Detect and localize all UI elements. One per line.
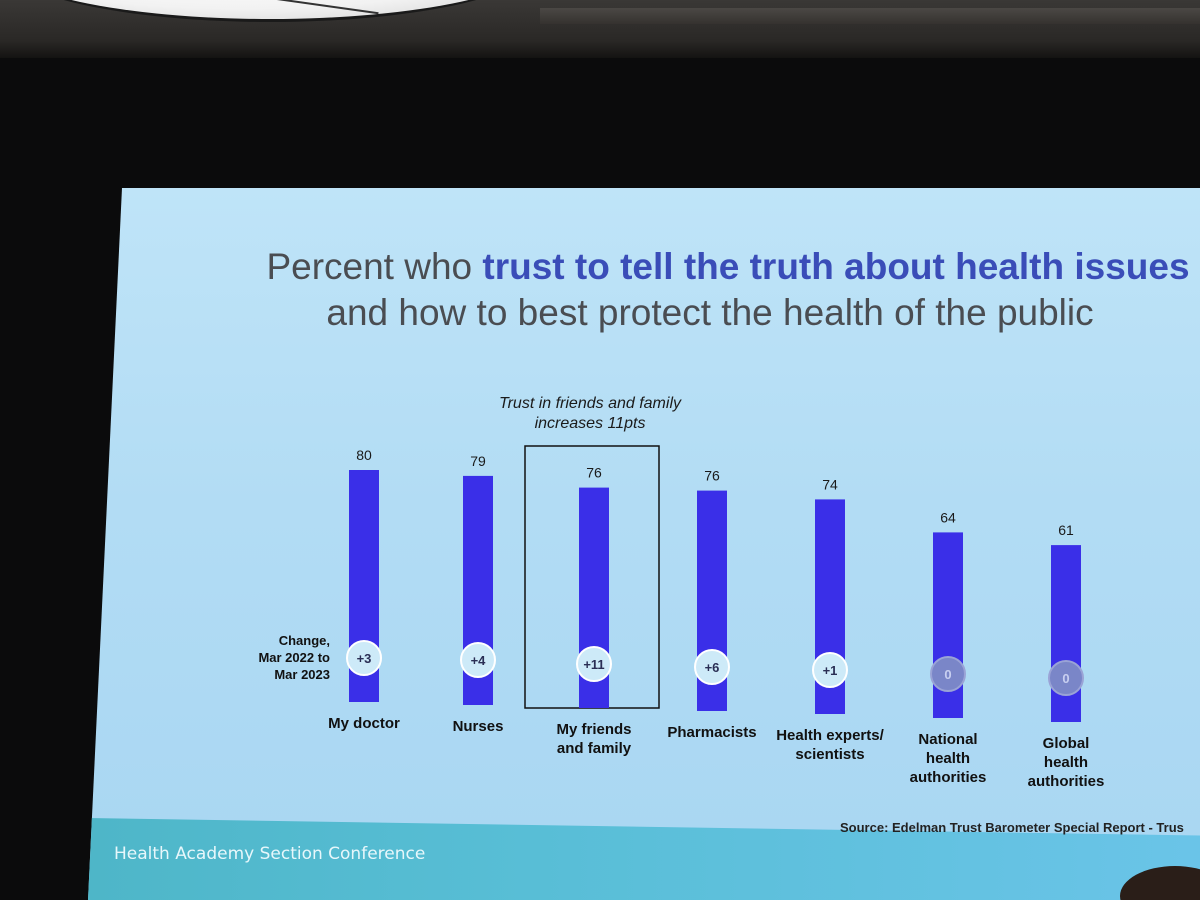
change-label-line-3: Mar 2023 [274, 667, 330, 682]
value-label-6: 61 [1058, 522, 1074, 538]
category-label-6-2: authorities [1028, 773, 1105, 790]
category-label-2-1: and family [557, 740, 632, 757]
change-badge-0 [346, 640, 382, 676]
ceiling [0, 0, 1200, 58]
change-label: Change, Mar 2022 to Mar 2023 [238, 632, 330, 683]
category-label-6-0: Global [1043, 735, 1090, 752]
category-label-4-1: scientists [795, 746, 864, 763]
source-note: Source: Edelman Trust Barometer Special … [840, 820, 1184, 835]
change-badge-2 [576, 646, 612, 682]
value-label-2: 76 [586, 465, 602, 481]
category-label-2-0: My friends [556, 721, 631, 738]
bar-chart: 80 +3 My doctor 79 +4 Nurses 76 +11 My friends an… [328, 445, 1104, 790]
change-value-3: +6 [705, 660, 720, 675]
value-label-3: 76 [704, 468, 720, 484]
value-label-5: 64 [940, 509, 956, 525]
value-label-0: 80 [356, 447, 372, 463]
change-value-1: +4 [471, 653, 487, 668]
category-label-5-0: National [918, 731, 977, 748]
change-badge-6 [1048, 660, 1084, 696]
change-label-line-2: Mar 2022 to [258, 650, 330, 665]
chart-annotation: Trust in friends and family increases 11… [480, 394, 700, 434]
change-value-2: +11 [583, 657, 604, 672]
ceiling-rail [540, 8, 1200, 24]
value-label-4: 74 [822, 476, 838, 492]
title-prefix: Percent who [266, 246, 483, 287]
change-label-line-1: Change, [278, 633, 330, 648]
category-label-0-0: My doctor [328, 715, 400, 732]
ceiling-light [0, 0, 540, 22]
change-badge-3 [694, 649, 730, 685]
slide-title: Percent who trust to tell the truth abou… [160, 244, 1200, 336]
change-value-4: +1 [823, 663, 838, 678]
change-badge-5 [930, 656, 966, 692]
category-label-3-0: Pharmacists [667, 724, 756, 741]
category-label-5-1: health [926, 750, 970, 767]
value-label-1: 79 [470, 453, 486, 469]
change-badge-1 [460, 642, 496, 678]
title-line-2: and how to best protect the health of th… [326, 292, 1094, 333]
change-value-0: +3 [357, 651, 372, 666]
title-line-1: Percent who trust to tell the truth abou… [160, 244, 1200, 290]
change-value-5: 0 [944, 667, 951, 682]
annotation-line-1: Trust in friends and family [499, 395, 681, 412]
projected-slide: Percent who trust to tell the truth abou… [88, 188, 1200, 900]
category-label-6-1: health [1044, 754, 1088, 771]
annotation-line-2: increases 11pts [534, 415, 646, 432]
bars-group: 80 +3 My doctor 79 +4 Nurses 76 +11 My friends an… [328, 447, 1104, 790]
change-value-6: 0 [1062, 671, 1069, 686]
category-label-5-2: authorities [910, 769, 987, 786]
change-badge-4 [812, 652, 848, 688]
category-label-4-0: Health experts/ [776, 727, 884, 744]
category-label-1-0: Nurses [453, 718, 504, 735]
title-emphasis: trust to tell the truth about health iss… [482, 246, 1190, 287]
footer-conference-name: Health Academy Section Conference [114, 844, 426, 864]
